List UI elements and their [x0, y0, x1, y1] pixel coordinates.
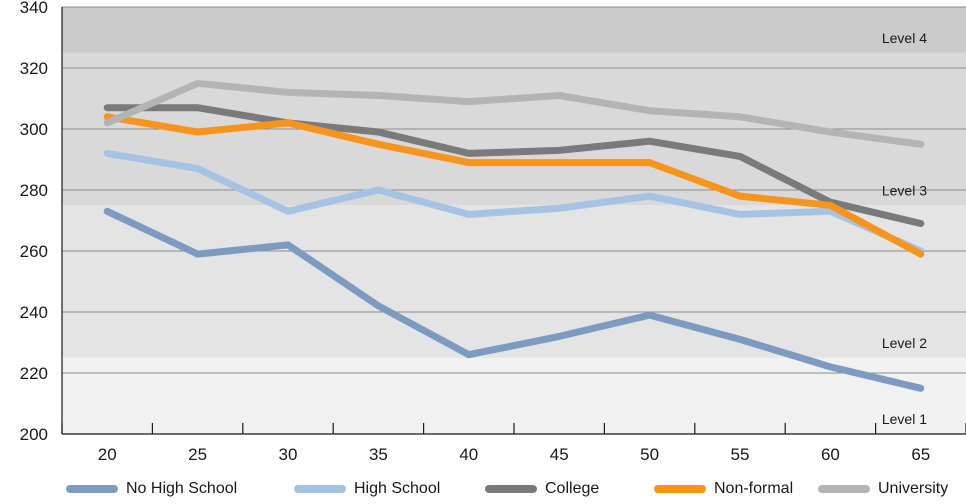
y-tick-label: 200 [20, 425, 48, 444]
series-line-college [103, 104, 925, 227]
legend-swatch [66, 485, 118, 493]
x-tick-label: 50 [640, 445, 659, 464]
legend-swatch [654, 485, 706, 493]
x-tick-label: 45 [550, 445, 569, 464]
series-lines [103, 79, 925, 392]
level-band-label: Level 3 [882, 182, 927, 198]
legend-swatch [818, 485, 870, 493]
level-band [62, 7, 966, 53]
y-tick-label: 320 [20, 59, 48, 78]
y-tick-label: 340 [20, 0, 48, 17]
x-tick-label: 40 [459, 445, 478, 464]
x-tick-label: 60 [821, 445, 840, 464]
y-tick-label: 280 [20, 181, 48, 200]
legend-label: High School [354, 480, 441, 497]
x-tick-label: 20 [98, 445, 117, 464]
legend-label: College [545, 480, 600, 497]
x-tick-label: 65 [911, 445, 930, 464]
legend: No High School High School College Non-form… [0, 474, 966, 504]
gridlines [62, 6, 966, 374]
y-tick-label: 300 [20, 120, 48, 139]
x-tick-label: 35 [369, 445, 388, 464]
legend-label: Non-formal [714, 480, 794, 497]
series-line-university [103, 79, 925, 148]
level-band-label: Level 2 [882, 335, 927, 351]
legend-swatch [294, 485, 346, 493]
y-tick-label: 240 [20, 303, 48, 322]
level-band-label: Level 1 [882, 411, 927, 427]
legend-label: University [878, 480, 949, 497]
level-band [62, 205, 966, 358]
level-band [62, 357, 966, 434]
series-line-high-school [103, 149, 925, 255]
legend-item-no-high-school: No High School [66, 474, 237, 504]
level-band-label: Level 4 [882, 30, 927, 46]
legend-item-college: College [485, 474, 599, 504]
y-tick-label: 260 [20, 242, 48, 261]
legend-label: No High School [126, 480, 238, 497]
level-band-labels: Level 1 Level 2 Level 3 Level 4 [882, 30, 927, 427]
x-tick-label: 55 [731, 445, 750, 464]
x-tick-label: 30 [279, 445, 298, 464]
legend-swatch [485, 485, 537, 493]
series-line-no-high-school [103, 207, 925, 392]
y-tick-label: 220 [20, 364, 48, 383]
line-chart: Level 1 Level 2 Level 3 Level 4 200 220 240 26… [20, 0, 966, 464]
legend-item-non-formal: Non-formal [654, 474, 793, 504]
axes: 200 220 240 260 280 300 320 340 20 25 30 35 40 45 50 55… [20, 0, 966, 464]
legend-item-university: University [818, 474, 948, 504]
x-tick-label: 25 [188, 445, 207, 464]
series-line-non-formal [103, 113, 925, 258]
legend-item-high-school: High School [294, 474, 440, 504]
